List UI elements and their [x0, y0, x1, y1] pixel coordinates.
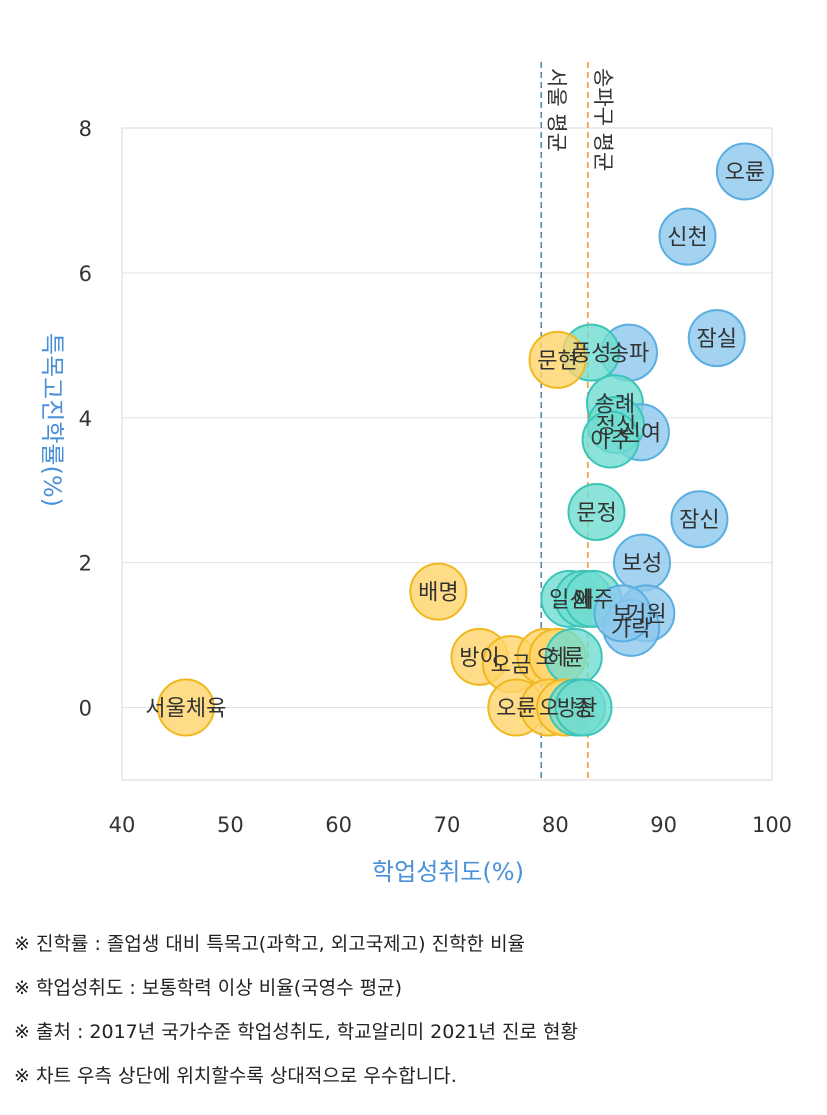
data-point-label: 문정 [576, 501, 616, 526]
data-point-label: 보성 [622, 552, 662, 577]
y-tick-label: 4 [79, 407, 92, 431]
data-point-label: 세 [573, 588, 593, 613]
x-axis-ticks: 40 50 60 70 80 90 100 [109, 813, 792, 837]
x-tick-label: 40 [109, 813, 136, 837]
data-point-label: 륜 [564, 646, 584, 671]
footnote-rate-definition: ※ 진학률 : 졸업생 대비 특목고(과학고, 외고국제고) 진학한 비율 [14, 933, 526, 955]
y-tick-label: 6 [79, 262, 92, 286]
reference-line-label: 송파구 평균 [591, 68, 615, 171]
data-point-label: 아주 [573, 588, 613, 613]
data-point-label: 정신 [596, 414, 636, 439]
reference-lines: 서울 평균 송파구 평균 [540, 62, 615, 780]
data-point [156, 678, 215, 737]
data-point-label: 아주 [590, 429, 630, 454]
data-point-label: 송례 [595, 392, 635, 417]
data-point [409, 562, 468, 621]
data-point-label: 중 [573, 697, 593, 722]
footnote-source: ※ 출처 : 2017년 국가수준 학업성취도, 학교알리미 2021년 진로 … [14, 1021, 578, 1043]
y-tick-label: 8 [79, 117, 92, 141]
data-point-label: 일신 [549, 588, 589, 613]
reference-line-label: 서울 평균 [544, 68, 568, 152]
data-point [715, 142, 774, 201]
plot-area [121, 127, 773, 781]
x-tick-label: 80 [542, 813, 569, 837]
data-point-label: 배명 [418, 581, 458, 606]
x-tick-label: 70 [434, 813, 461, 837]
data-point-label: 오금 [491, 653, 531, 678]
data-point [581, 410, 640, 469]
y-tick-label: 2 [79, 552, 92, 576]
data-point-label: 잠신 [679, 508, 719, 533]
x-axis-title: 학업성취도(%) [372, 858, 524, 886]
y-axis-ticks: 0 2 4 6 8 [79, 117, 92, 721]
data-point-label: 오 [535, 646, 555, 671]
data-point [554, 678, 613, 737]
y-axis-title: 특목고진학률(%) [38, 333, 66, 507]
data-point-label: 송파 [609, 342, 649, 367]
data-point [528, 330, 587, 389]
data-point-label: 오륜 [725, 160, 765, 185]
data-point [670, 490, 729, 549]
x-tick-label: 100 [752, 813, 792, 837]
footnote-reading-guide: ※ 차트 우측 상단에 위치할수록 상대적으로 우수합니다. [14, 1065, 457, 1087]
data-point-label: 신여 [621, 421, 661, 446]
data-point-label: 문현 [537, 349, 577, 374]
data-point-label: 오 [539, 697, 559, 722]
data-point-label: 헤 [547, 646, 567, 671]
data-point [567, 482, 626, 541]
data-point-label: 방이 [459, 646, 499, 671]
x-tick-label: 90 [650, 813, 677, 837]
data-point-label: 서울체육 [145, 697, 226, 722]
x-tick-label: 50 [217, 813, 244, 837]
data-point-label: 거원 [626, 602, 666, 627]
data-point [593, 584, 652, 643]
x-tick-label: 60 [325, 813, 352, 837]
y-tick-label: 0 [79, 697, 92, 721]
data-point-label: 오륜 [496, 697, 536, 722]
data-point [687, 309, 746, 368]
data-point-label: 보 [612, 602, 632, 627]
data-point-label: 방산 [557, 697, 597, 722]
data-point [658, 207, 717, 266]
data-point-label: 가락 [611, 617, 651, 642]
footnote-achievement-definition: ※ 학업성취도 : 보통학력 이상 비율(국영수 평균) [14, 977, 403, 999]
data-point-label: 잠실 [697, 327, 737, 352]
data-point-label: 신천 [667, 226, 707, 251]
data-point-label: 풍성 [571, 342, 611, 367]
footnotes: ※ 진학률 : 졸업생 대비 특목고(과학고, 외고국제고) 진학한 비율 ※ … [14, 922, 814, 1098]
